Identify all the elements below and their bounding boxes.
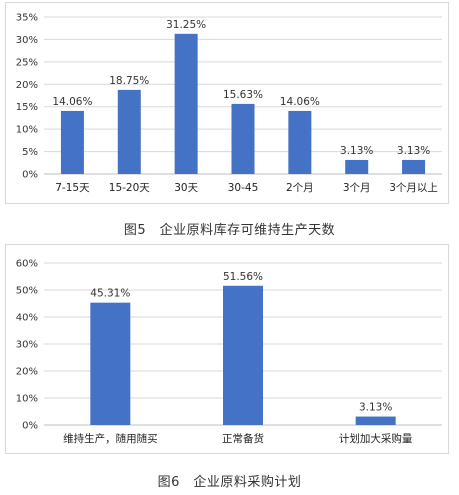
y-tick-label: 5% xyxy=(22,147,38,158)
category-label: 2个月 xyxy=(286,182,314,194)
bar xyxy=(117,89,141,174)
y-tick-label: 10% xyxy=(16,125,38,136)
chart-2-container: 0% 10% 20% 30% 40% 50% 60% 45.31% 维持生产，随用随买 51.56… xyxy=(5,244,449,454)
category-label: 维持生产，随用随买 xyxy=(63,432,158,445)
y-tick-label: 50% xyxy=(16,286,38,297)
y-tick-label: 30% xyxy=(16,340,38,351)
data-label: 3.13% xyxy=(359,402,392,414)
chart-1-container: 0% 5% 10% 15% 20% 25% 30% 35% 14.06% 7-15天 18.75% 1… xyxy=(5,2,449,204)
category-label: 正常备货 xyxy=(222,432,264,445)
figure-5-caption: 图5 企业原料库存可维持生产天数 xyxy=(123,223,336,238)
y-tick-label: 60% xyxy=(16,259,38,270)
data-label: 3.13% xyxy=(397,145,430,157)
data-label: 31.25% xyxy=(166,19,206,31)
y-tick-label: 40% xyxy=(16,313,38,324)
category-label: 30天 xyxy=(174,182,198,194)
bar xyxy=(174,33,198,174)
data-label: 14.06% xyxy=(52,96,92,108)
data-label: 18.75% xyxy=(109,75,149,87)
y-tick-label: 20% xyxy=(16,367,38,378)
category-label: 3个月以上 xyxy=(389,182,438,194)
category-label: 计划加大采购量 xyxy=(339,432,413,445)
chart-1-svg: 0% 5% 10% 15% 20% 25% 30% 35% 14.06% 7-15天 18.75% 1… xyxy=(16,13,442,194)
y-tick-label: 30% xyxy=(16,35,38,46)
bar xyxy=(223,285,263,425)
figure-6-caption: 图6 企业原料采购计划 xyxy=(157,475,302,490)
chart-2-svg: 0% 10% 20% 30% 40% 50% 60% 45.31% 维持生产，随用随买 51.56… xyxy=(16,259,442,445)
bar xyxy=(345,159,369,174)
bar xyxy=(402,159,426,174)
bar xyxy=(288,110,312,174)
bar xyxy=(355,416,396,425)
y-tick-label: 15% xyxy=(16,102,38,113)
bar xyxy=(90,302,131,425)
category-label: 30-45 xyxy=(228,182,259,194)
data-label: 14.06% xyxy=(280,96,320,108)
data-label: 51.56% xyxy=(223,271,263,283)
y-tick-label: 0% xyxy=(22,170,38,181)
y-tick-label: 20% xyxy=(16,80,38,91)
category-label: 7-15天 xyxy=(55,182,90,194)
category-label: 15-20天 xyxy=(109,182,151,194)
y-tick-label: 25% xyxy=(16,57,38,68)
category-label: 3个月 xyxy=(343,182,371,194)
y-tick-label: 35% xyxy=(16,13,38,24)
data-label: 3.13% xyxy=(340,145,373,157)
data-label: 15.63% xyxy=(223,89,263,101)
y-tick-label: 10% xyxy=(16,394,38,405)
bar xyxy=(231,103,255,174)
bar xyxy=(60,110,84,174)
y-tick-label: 0% xyxy=(22,421,38,432)
data-label: 45.31% xyxy=(90,288,130,300)
